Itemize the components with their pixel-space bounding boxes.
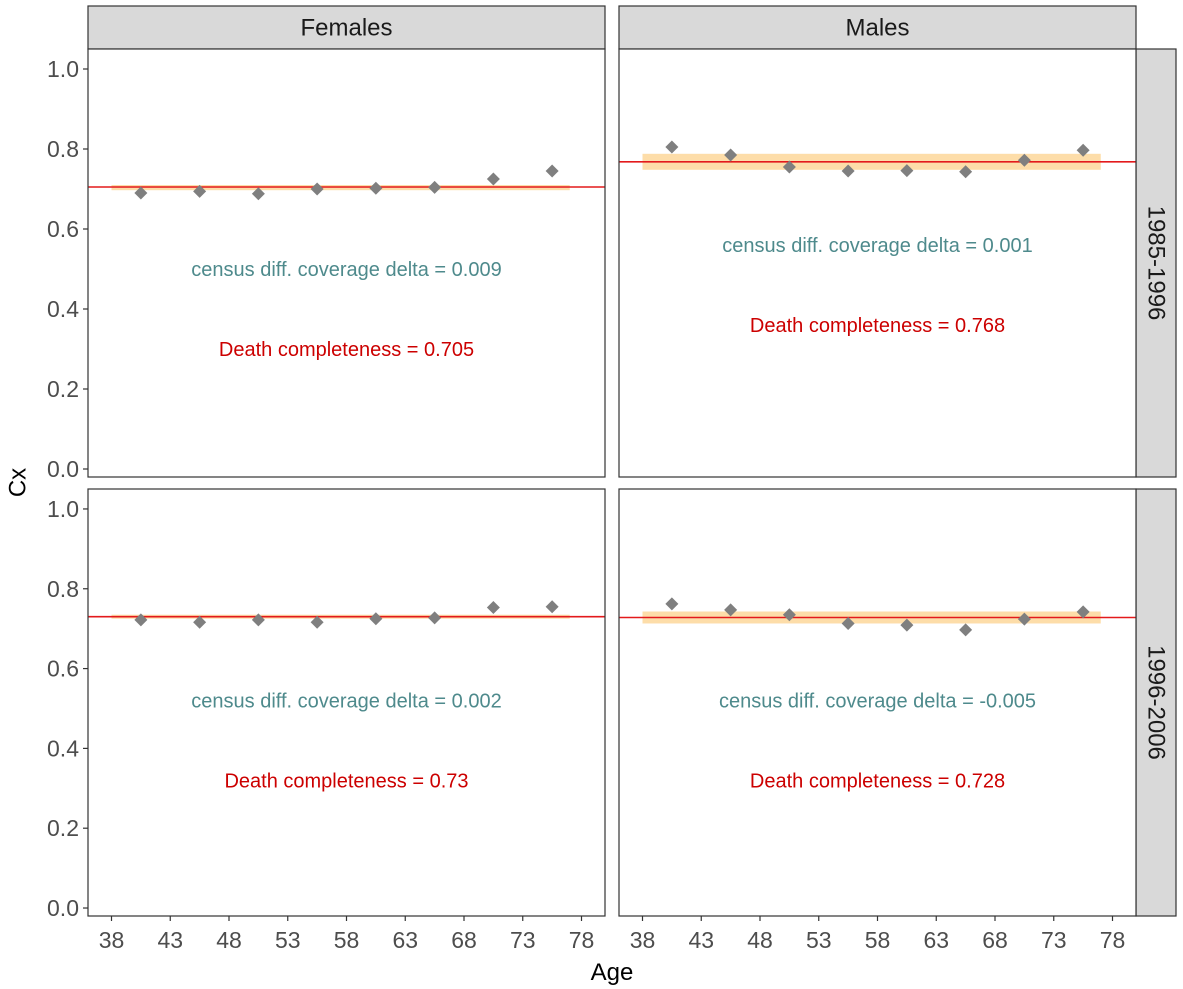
census-coverage-annotation: census diff. coverage delta = 0.009	[191, 259, 501, 281]
y-tick-label: 0.4	[47, 296, 79, 322]
x-tick-label: 53	[275, 927, 301, 953]
data-point	[665, 140, 679, 154]
data-point	[900, 618, 914, 632]
x-tick-label: 78	[569, 927, 595, 953]
data-point	[486, 601, 500, 615]
y-tick-label: 0.2	[47, 815, 79, 841]
data-point	[193, 184, 207, 198]
column-strip	[87, 5, 606, 50]
x-tick-label: 78	[1100, 927, 1126, 953]
x-tick-label: 43	[688, 927, 714, 953]
death-completeness-annotation: Death completeness = 0.728	[750, 770, 1005, 792]
data-point	[428, 611, 442, 625]
data-point	[486, 172, 500, 186]
data-point	[251, 613, 265, 627]
x-tick-label: 43	[157, 927, 183, 953]
column-strip-label: Males	[845, 15, 909, 42]
x-tick-label: 48	[216, 927, 242, 953]
panel-border	[87, 48, 606, 478]
column-strip	[618, 5, 1137, 50]
data-point	[310, 182, 324, 196]
data-point	[724, 148, 738, 162]
data-point	[841, 616, 855, 630]
x-tick-label: 63	[392, 927, 418, 953]
data-point	[724, 603, 738, 617]
data-point	[310, 615, 324, 629]
data-point	[782, 160, 796, 174]
census-coverage-annotation: census diff. coverage delta = 0.002	[191, 691, 501, 713]
data-point	[134, 613, 148, 627]
data-point	[782, 608, 796, 622]
data-point	[665, 597, 679, 611]
y-tick-label: 1.0	[47, 56, 79, 82]
row-strip	[1135, 488, 1177, 917]
row-strip-label: 1996-2006	[1143, 645, 1170, 760]
row-strip	[1135, 48, 1177, 478]
x-tick-label: 58	[334, 927, 360, 953]
x-axis-title: Age	[591, 959, 634, 986]
y-tick-label: 0.8	[47, 576, 79, 602]
y-tick-label: 0.6	[47, 216, 79, 242]
death-completeness-annotation: Death completeness = 0.73	[224, 770, 468, 792]
y-tick-label: 0.2	[47, 376, 79, 402]
row-strip-label: 1985-1996	[1143, 206, 1170, 321]
data-point	[1017, 612, 1031, 626]
data-point	[251, 187, 265, 201]
data-point	[134, 186, 148, 200]
data-point	[1076, 605, 1090, 619]
x-tick-label: 58	[865, 927, 891, 953]
x-tick-label: 38	[630, 927, 656, 953]
panel-border	[618, 48, 1137, 478]
data-point	[841, 164, 855, 178]
data-point	[959, 165, 973, 179]
data-point	[193, 615, 207, 629]
x-tick-label: 68	[982, 927, 1008, 953]
panel-background	[619, 49, 1136, 477]
column-strip-label: Females	[300, 15, 392, 42]
y-tick-label: 0.4	[47, 735, 79, 761]
data-point	[545, 164, 559, 178]
death-completeness-annotation: Death completeness = 0.705	[219, 339, 474, 361]
x-tick-label: 73	[510, 927, 536, 953]
y-tick-label: 1.0	[47, 496, 79, 522]
census-coverage-annotation: census diff. coverage delta = -0.005	[719, 691, 1036, 713]
y-tick-label: 0.0	[47, 895, 79, 921]
x-tick-label: 63	[923, 927, 949, 953]
data-point	[369, 181, 383, 195]
x-tick-label: 53	[806, 927, 832, 953]
data-point	[959, 623, 973, 637]
data-point	[1076, 143, 1090, 157]
y-tick-label: 0.0	[47, 456, 79, 482]
y-tick-label: 0.8	[47, 136, 79, 162]
y-axis-title: Cx	[5, 468, 32, 497]
x-tick-label: 38	[99, 927, 125, 953]
panel-background	[88, 49, 605, 477]
panel-background	[88, 489, 605, 916]
data-point	[369, 612, 383, 626]
death-completeness-annotation: Death completeness = 0.768	[750, 315, 1005, 337]
panel-background	[619, 489, 1136, 916]
data-point	[428, 180, 442, 194]
x-tick-label: 68	[451, 927, 477, 953]
x-tick-label: 73	[1041, 927, 1067, 953]
data-point	[1017, 153, 1031, 167]
data-point	[900, 164, 914, 178]
y-tick-label: 0.6	[47, 656, 79, 682]
data-point	[545, 600, 559, 614]
x-tick-label: 48	[747, 927, 773, 953]
census-coverage-annotation: census diff. coverage delta = 0.001	[722, 235, 1032, 257]
